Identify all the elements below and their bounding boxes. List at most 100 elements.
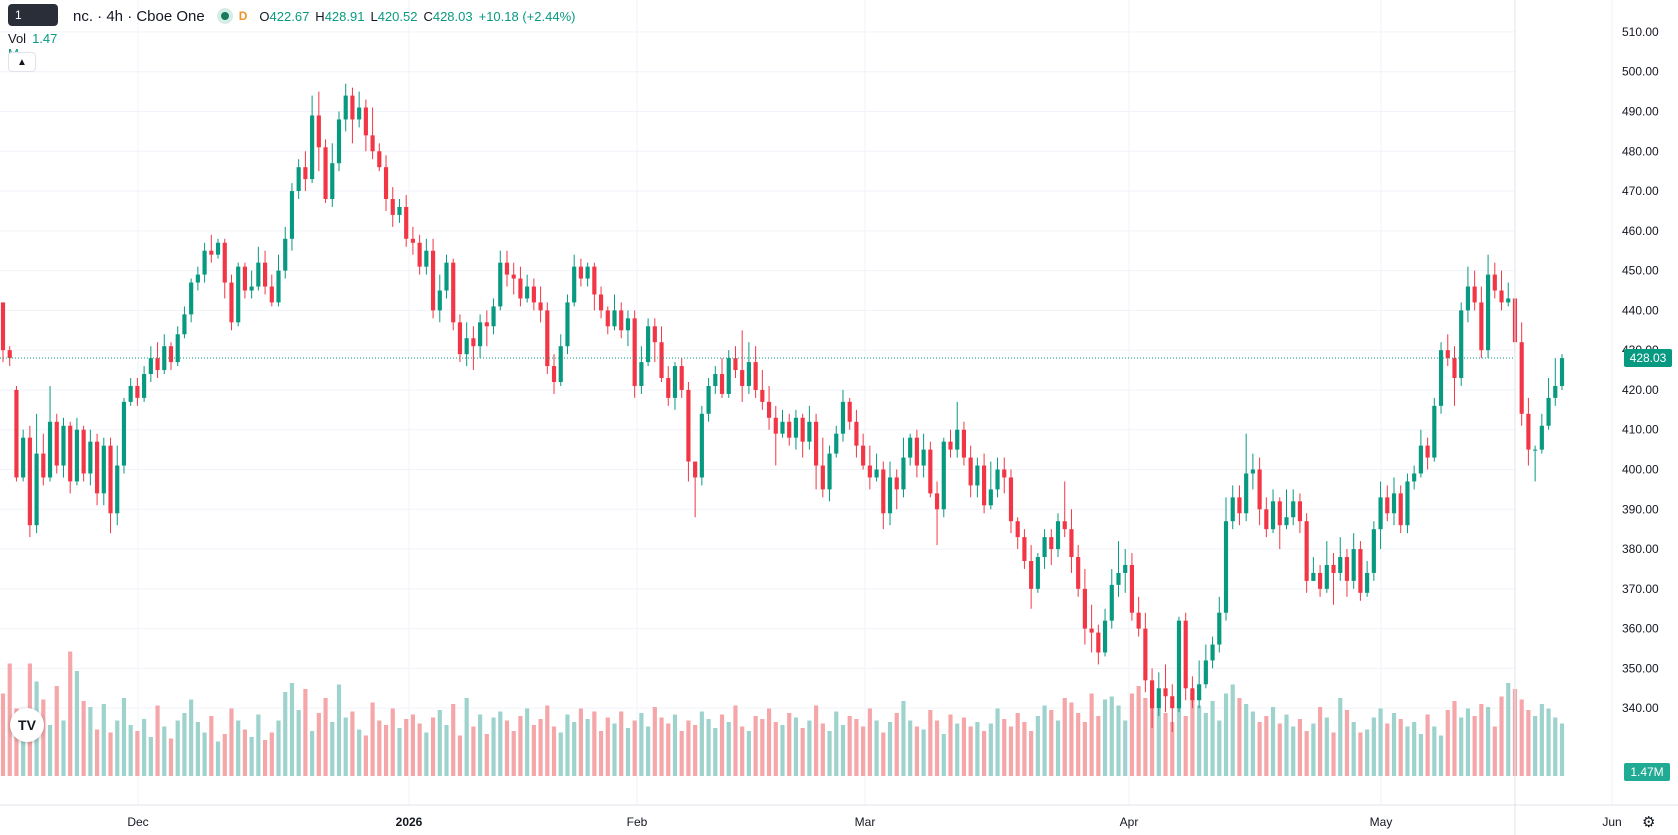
candle bbox=[1506, 282, 1511, 307]
candle bbox=[1250, 453, 1255, 490]
candle bbox=[283, 226, 288, 279]
candle bbox=[256, 246, 261, 291]
volume-bar bbox=[1358, 732, 1363, 776]
candle bbox=[1022, 529, 1027, 569]
volume-bar bbox=[646, 726, 651, 776]
candle bbox=[370, 107, 375, 160]
volume-bar bbox=[1324, 717, 1329, 776]
ohlc-key: L bbox=[370, 8, 378, 24]
volume-bar bbox=[437, 710, 442, 776]
chevron-up-icon[interactable]: ▲ bbox=[8, 52, 36, 72]
volume-bar bbox=[531, 725, 536, 776]
volume-bar bbox=[941, 734, 946, 776]
market-status-icon[interactable] bbox=[216, 8, 233, 24]
candle bbox=[646, 318, 651, 367]
volume-bar bbox=[1432, 726, 1437, 776]
volume-bar bbox=[54, 686, 59, 776]
candle bbox=[1318, 564, 1323, 597]
candle bbox=[478, 314, 483, 359]
time-axis[interactable]: Dec 2026 Feb Mar Apr May Jun bbox=[0, 804, 1678, 829]
candle bbox=[242, 262, 247, 299]
candle bbox=[632, 310, 637, 398]
candle bbox=[733, 346, 738, 379]
volume-bar bbox=[135, 731, 140, 776]
candle bbox=[1459, 302, 1464, 386]
volume-bar bbox=[1244, 704, 1249, 776]
time-tick-label: Mar bbox=[855, 815, 876, 829]
volume-bar bbox=[1116, 705, 1121, 776]
candle bbox=[827, 445, 832, 502]
ohlc-key: C bbox=[423, 8, 433, 24]
price-axis[interactable]: 340.00 350.00 360.00 370.00 380.00 390.00 400.… bbox=[1514, 0, 1659, 835]
volume-bar bbox=[1183, 716, 1188, 776]
price-tick-label: 480.00 bbox=[1622, 144, 1659, 158]
candle bbox=[961, 421, 967, 466]
volume-bar bbox=[914, 726, 919, 776]
ohlc-value: 428.91 bbox=[324, 8, 365, 24]
candle bbox=[101, 437, 106, 506]
candle bbox=[672, 362, 678, 410]
volume-bar bbox=[404, 719, 409, 776]
volume-bar bbox=[504, 720, 510, 776]
candle bbox=[1499, 270, 1504, 311]
volume-bar bbox=[1008, 726, 1014, 776]
volume-bar bbox=[1237, 698, 1242, 776]
volume-bar bbox=[545, 705, 550, 776]
price-tick-label: 390.00 bbox=[1622, 502, 1659, 516]
volume-bar bbox=[370, 702, 375, 776]
candle bbox=[518, 266, 523, 307]
volume-badge: 1.47M bbox=[1624, 763, 1670, 781]
candle bbox=[108, 437, 113, 534]
candle bbox=[1230, 485, 1235, 530]
candle bbox=[699, 405, 704, 486]
candle bbox=[887, 461, 893, 526]
volume-bar bbox=[1445, 710, 1450, 776]
tradingview-logo[interactable]: TV bbox=[10, 708, 44, 742]
volume-bar bbox=[430, 717, 436, 776]
volume-bar bbox=[652, 707, 657, 776]
volume-bar bbox=[679, 731, 684, 776]
data-status-letter[interactable]: D bbox=[238, 9, 248, 23]
symbol-title[interactable]: nc. · 4h · Cboe One bbox=[73, 7, 205, 25]
candle bbox=[1082, 568, 1087, 645]
candle bbox=[551, 354, 557, 394]
volume-bar bbox=[1311, 723, 1316, 776]
candle bbox=[619, 302, 624, 339]
candle bbox=[1116, 541, 1121, 597]
candle bbox=[1351, 533, 1356, 589]
candle bbox=[625, 310, 631, 347]
candle bbox=[955, 401, 960, 458]
volume-bar bbox=[256, 714, 261, 776]
candle bbox=[740, 330, 745, 402]
volume-bar bbox=[558, 732, 563, 776]
candle bbox=[1445, 334, 1450, 367]
volume-bar bbox=[323, 698, 328, 776]
candle bbox=[417, 234, 422, 275]
candle bbox=[336, 111, 342, 172]
candle bbox=[484, 310, 489, 347]
volume-bar bbox=[1042, 705, 1047, 776]
volume-bar bbox=[162, 726, 167, 776]
volume-bar bbox=[1190, 693, 1195, 776]
volume-bar bbox=[88, 707, 93, 776]
candle bbox=[202, 242, 207, 283]
candle bbox=[780, 409, 785, 438]
candle bbox=[1035, 553, 1040, 593]
candle bbox=[303, 151, 308, 192]
last-price-badge: 428.03 bbox=[1624, 349, 1672, 368]
candle bbox=[1304, 513, 1309, 593]
volume-bar bbox=[525, 708, 530, 776]
volume-bar bbox=[1539, 704, 1544, 776]
volume-bar bbox=[303, 689, 308, 776]
candle bbox=[41, 433, 46, 486]
volume-bar bbox=[310, 731, 315, 776]
volume-bar bbox=[1089, 693, 1094, 776]
volume-bar bbox=[961, 717, 967, 776]
candle bbox=[195, 266, 200, 291]
volume-value-label: 1.47M bbox=[1630, 765, 1663, 779]
gear-icon[interactable]: ⚙ bbox=[1642, 814, 1656, 831]
candle bbox=[894, 469, 899, 510]
candle bbox=[1492, 262, 1497, 299]
candle bbox=[834, 425, 839, 458]
